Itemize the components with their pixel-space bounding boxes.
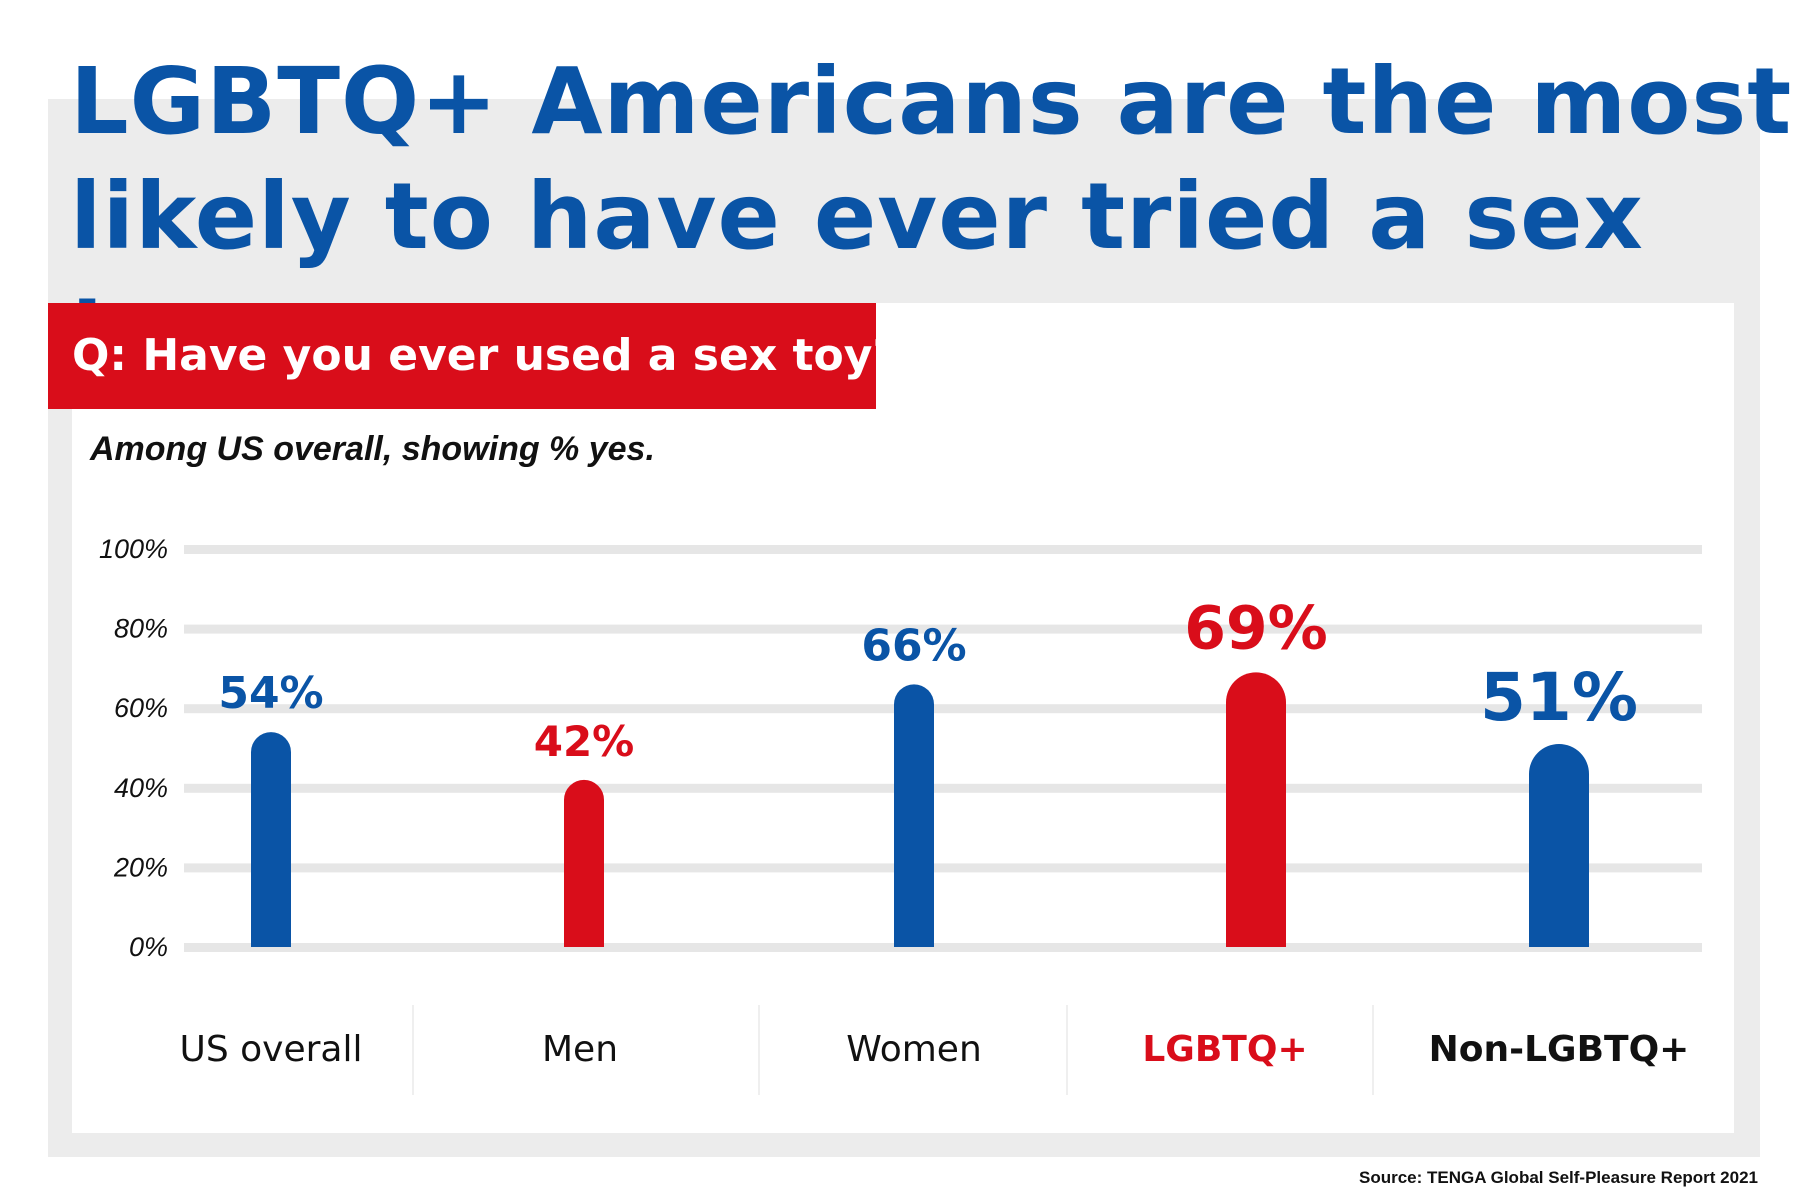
y-tick-label: 100% [99,534,168,564]
x-category-label: Women [846,1029,982,1070]
category-divider [1066,1005,1068,1095]
source-note: Source: TENGA Global Self-Pleasure Repor… [1359,1168,1758,1187]
bar [1529,744,1589,947]
y-tick-label: 0% [129,932,168,962]
gridline [184,783,1702,793]
bar-value-label: 66% [861,620,966,671]
x-category-label: Non-LGBTQ+ [1429,1029,1690,1070]
category-divider [412,1005,414,1095]
x-category-label: LGBTQ+ [1142,1029,1307,1070]
bar-value-label: 69% [1184,593,1328,663]
title-line-2: likely to have ever tried a sex toy. [70,163,1644,385]
bar-value-label: 54% [218,668,323,719]
bar [564,779,604,947]
bar-value-label: 51% [1480,659,1638,736]
bar-value-label: 42% [534,717,635,766]
page-title: LGBTQ+ Americans are the most likely to … [70,44,1800,389]
question-banner: Q: Have you ever used a sex toy? [48,303,898,409]
category-divider [758,1005,760,1095]
gridline [184,863,1702,873]
gridline [184,545,1702,554]
bar [1226,672,1286,947]
y-tick-label: 60% [114,693,168,723]
bar [894,684,934,947]
y-tick-label: 40% [114,773,168,803]
gridline [184,704,1702,714]
chart-subtitle: Among US overall, showing % yes. [90,430,655,468]
x-category-label: Men [542,1029,618,1070]
title-line-1: LGBTQ+ Americans are the most [70,48,1793,155]
x-category-label: US overall [180,1029,363,1070]
gridline [184,943,1702,952]
category-divider [1372,1005,1374,1095]
bar [251,732,291,947]
gridline [184,624,1702,634]
y-tick-label: 20% [113,852,168,882]
y-tick-label: 80% [114,614,168,644]
